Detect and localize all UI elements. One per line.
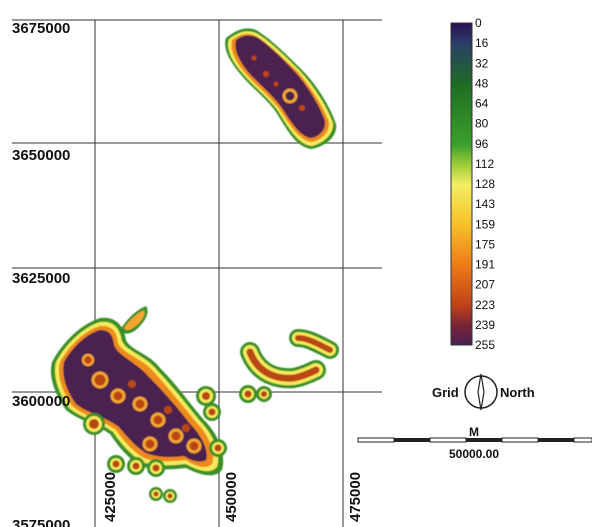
north-arrow: Grid North: [432, 373, 535, 411]
scale-bar-segment: [429, 437, 467, 443]
legend-tick-label: 0: [475, 16, 482, 30]
north-needle-icon: [477, 373, 485, 411]
legend-tick-label: 159: [475, 217, 495, 231]
scale-unit: M: [469, 425, 479, 439]
scale-bar-segment: [501, 437, 539, 443]
north-arrow-left-label: Grid: [432, 385, 459, 400]
scale-bar-segment: [538, 438, 574, 442]
density-raster-south: [50, 306, 339, 503]
scale-bar-segment: [357, 437, 395, 443]
legend-tick-label: 48: [475, 76, 489, 90]
legend-tick-label: 255: [475, 338, 495, 352]
legend-tick-label: 128: [475, 177, 495, 191]
legend-tick-label: 32: [475, 56, 489, 70]
legend-tick-label: 175: [475, 237, 495, 251]
x-label: 475000: [347, 472, 364, 522]
legend-tick-label: 80: [475, 117, 489, 131]
legend-colorbar: [450, 22, 473, 346]
x-axis-labels: 425000 450000 475000: [102, 472, 364, 522]
scale-bar-segment: [394, 438, 430, 442]
legend-tick-label: 191: [475, 258, 495, 272]
legend-tick-label: 112: [475, 157, 494, 171]
legend-tick-label: 239: [475, 318, 495, 332]
north-arrow-right-label: North: [500, 385, 535, 400]
scale-bar-segment: [466, 438, 502, 442]
legend-tick-label: 223: [475, 298, 495, 312]
legend-tick-label: 96: [475, 137, 489, 151]
y-label: 3575000: [12, 517, 70, 527]
y-label: 3675000: [12, 20, 70, 37]
y-label: 3625000: [12, 270, 70, 287]
legend-tick-label: 64: [475, 97, 489, 111]
legend-tick-label: 143: [475, 197, 495, 211]
x-label: 450000: [223, 472, 240, 522]
scale-bar: M 50000.00: [357, 425, 592, 461]
y-label: 3600000: [12, 393, 70, 410]
legend-tick-label: 207: [475, 278, 495, 292]
y-axis-labels: 3675000 3650000 3625000 3600000 3575000: [12, 20, 70, 527]
scale-distance: 50000.00: [449, 447, 499, 461]
hotspot-small: [107, 385, 272, 503]
y-label: 3650000: [12, 147, 70, 164]
legend-tick-label: 16: [475, 36, 489, 50]
legend: 0 16 32 48 64 80 96 112 128 143 159 175 191 207 223 239…: [450, 16, 495, 352]
legend-ticks: 0 16 32 48 64 80 96 112 128 143 159 175 191 207 223 239…: [475, 16, 495, 352]
density-raster-north: [225, 28, 337, 150]
scale-bar-segment: [573, 437, 592, 443]
x-label: 425000: [102, 472, 119, 522]
